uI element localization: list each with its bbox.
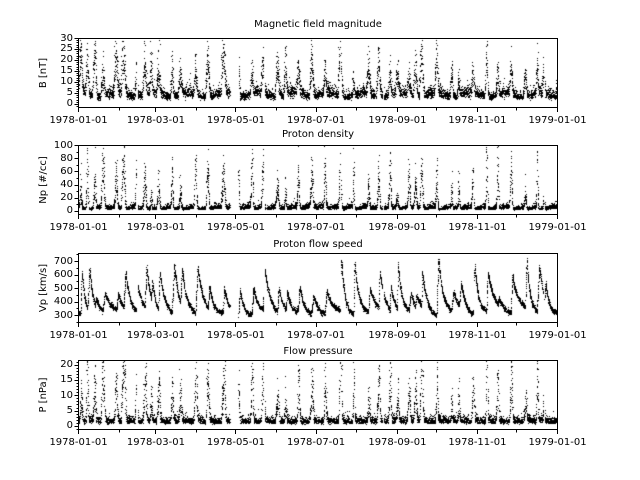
x-tick-label: 1978-07-01 [286,222,346,233]
panel-title-flow-pressure: Flow pressure [283,346,353,357]
y-tick-label: 20 [60,359,73,370]
y-tick-label: 500 [53,283,73,294]
y-tick-label: 5 [66,405,73,416]
y-tick-label: 30 [60,33,73,44]
x-tick-label: 1979-01-01 [528,437,587,448]
x-tick-label: 1978-05-01 [206,437,266,448]
y-tick-label: 40 [60,179,73,190]
scatter-plot-flow-pressure [79,361,557,429]
scatter-plot-magnetic-field [79,39,557,107]
x-tick-label: 1978-03-01 [126,330,185,341]
y-tick-label: 0 [66,420,73,431]
y-tick-label: 15 [60,65,73,76]
y-tick-label: 100 [53,140,73,151]
y-tick-label: 15 [60,374,73,385]
scatter-plot-proton-flow-speed [79,254,557,322]
y-tick-label: 80 [60,153,73,164]
y-tick-label: 20 [60,54,73,65]
x-tick-label: 1978-01-01 [49,330,108,341]
y-tick-label: 10 [60,390,73,401]
x-tick-label: 1978-11-01 [448,115,507,126]
x-tick-label: 1979-01-01 [528,115,587,126]
y-tick-label: 25 [60,43,73,54]
x-tick-label: 1979-01-01 [528,222,587,233]
y-tick-label: 600 [53,269,73,280]
y-tick-label: 300 [53,310,73,321]
y-tick-label: 0 [66,98,73,109]
panel-title-proton-density: Proton density [281,129,355,140]
x-tick-label: 1978-07-01 [286,115,346,126]
x-tick-label: 1978-01-01 [49,222,108,233]
x-tick-label: 1978-05-01 [206,330,266,341]
x-tick-label: 1978-01-01 [49,115,108,126]
x-tick-label: 1978-07-01 [286,437,346,448]
x-tick-label: 1978-05-01 [206,115,266,126]
x-tick-label: 1978-09-01 [368,222,427,233]
x-tick-label: 1978-09-01 [368,115,427,126]
x-tick-label: 1978-11-01 [448,437,507,448]
x-tick-label: 1979-01-01 [528,330,587,341]
y-tick-label: 10 [60,76,73,87]
x-tick-label: 1978-07-01 [286,330,346,341]
x-tick-label: 1978-09-01 [368,330,427,341]
x-tick-label: 1978-01-01 [49,437,108,448]
y-tick-label: 5 [66,87,73,98]
y-tick-label: 400 [53,296,73,307]
panel-title-magnetic-field: Magnetic field magnitude [254,19,382,30]
panel-title-proton-flow-speed: Proton flow speed [273,239,363,250]
y-tick-label: 0 [66,205,73,216]
y-tick-label: 60 [60,166,73,177]
x-tick-label: 1978-03-01 [126,222,185,233]
y-tick-label: 700 [53,256,73,267]
x-tick-label: 1978-03-01 [126,115,185,126]
x-tick-label: 1978-03-01 [126,437,185,448]
x-tick-label: 1978-09-01 [368,437,427,448]
y-tick-label: 20 [60,192,73,203]
scatter-plot-proton-density [79,146,557,214]
x-tick-label: 1978-11-01 [448,222,507,233]
x-tick-label: 1978-05-01 [206,222,266,233]
x-tick-label: 1978-11-01 [448,330,507,341]
